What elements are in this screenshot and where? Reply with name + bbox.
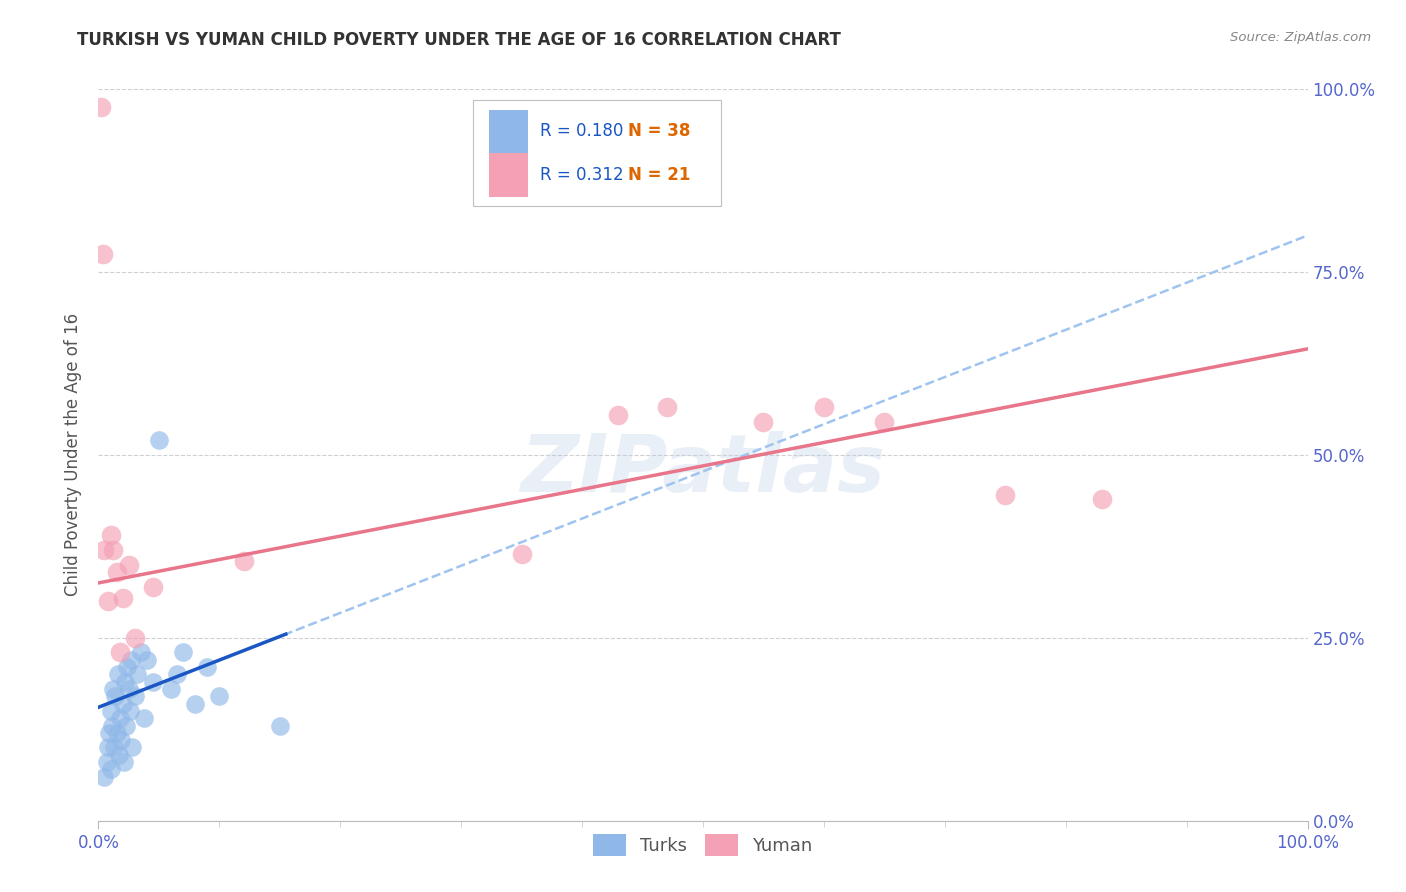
Point — [117, 660, 139, 674]
Point — [124, 690, 146, 704]
Point — [134, 711, 156, 725]
Point — [208, 690, 231, 704]
FancyBboxPatch shape — [489, 110, 527, 153]
Text: N = 21: N = 21 — [628, 166, 690, 184]
Point — [108, 747, 131, 762]
Point — [110, 733, 132, 747]
Point — [124, 631, 146, 645]
Text: Source: ZipAtlas.com: Source: ZipAtlas.com — [1230, 31, 1371, 45]
Point — [148, 434, 170, 448]
Point — [118, 704, 141, 718]
Point — [100, 718, 122, 732]
Point — [111, 591, 134, 605]
Point — [184, 697, 207, 711]
Point — [103, 740, 125, 755]
Text: ZIPatlas: ZIPatlas — [520, 431, 886, 508]
Legend: Turks, Yuman: Turks, Yuman — [586, 826, 820, 863]
Point — [101, 681, 124, 696]
Point — [1091, 491, 1114, 506]
Point — [100, 763, 122, 777]
Point — [121, 740, 143, 755]
Point — [269, 718, 291, 732]
Text: N = 38: N = 38 — [628, 122, 690, 140]
Point — [160, 681, 183, 696]
Point — [813, 401, 835, 415]
Point — [112, 755, 135, 769]
Point — [129, 645, 152, 659]
Point — [114, 674, 136, 689]
Point — [108, 711, 131, 725]
Point — [100, 528, 122, 542]
Point — [118, 558, 141, 572]
Point — [655, 401, 678, 415]
Point — [104, 690, 127, 704]
Point — [91, 246, 114, 260]
Point — [115, 718, 138, 732]
Point — [994, 488, 1017, 502]
Point — [142, 674, 165, 689]
Point — [752, 415, 775, 429]
Point — [101, 543, 124, 558]
Point — [98, 726, 121, 740]
Point — [142, 580, 165, 594]
Y-axis label: Child Poverty Under the Age of 16: Child Poverty Under the Age of 16 — [65, 313, 83, 597]
Point — [97, 594, 120, 608]
Point — [105, 726, 128, 740]
Point — [120, 653, 142, 667]
Point — [607, 408, 630, 422]
Point — [111, 697, 134, 711]
Point — [90, 101, 112, 115]
FancyBboxPatch shape — [489, 153, 527, 196]
Point — [172, 645, 194, 659]
Point — [107, 667, 129, 681]
Point — [97, 740, 120, 755]
Point — [127, 667, 149, 681]
Point — [100, 704, 122, 718]
Text: R = 0.180: R = 0.180 — [540, 122, 623, 140]
Text: R = 0.312: R = 0.312 — [540, 166, 623, 184]
Point — [96, 755, 118, 769]
Text: TURKISH VS YUMAN CHILD POVERTY UNDER THE AGE OF 16 CORRELATION CHART: TURKISH VS YUMAN CHILD POVERTY UNDER THE… — [77, 31, 841, 49]
Point — [105, 565, 128, 579]
Point — [232, 554, 254, 568]
Point — [195, 660, 218, 674]
Point — [166, 667, 188, 681]
FancyBboxPatch shape — [474, 100, 721, 206]
Point — [93, 770, 115, 784]
Point — [118, 681, 141, 696]
Point — [108, 645, 131, 659]
Point — [873, 415, 896, 429]
Point — [510, 547, 533, 561]
Point — [93, 543, 115, 558]
Point — [135, 653, 157, 667]
